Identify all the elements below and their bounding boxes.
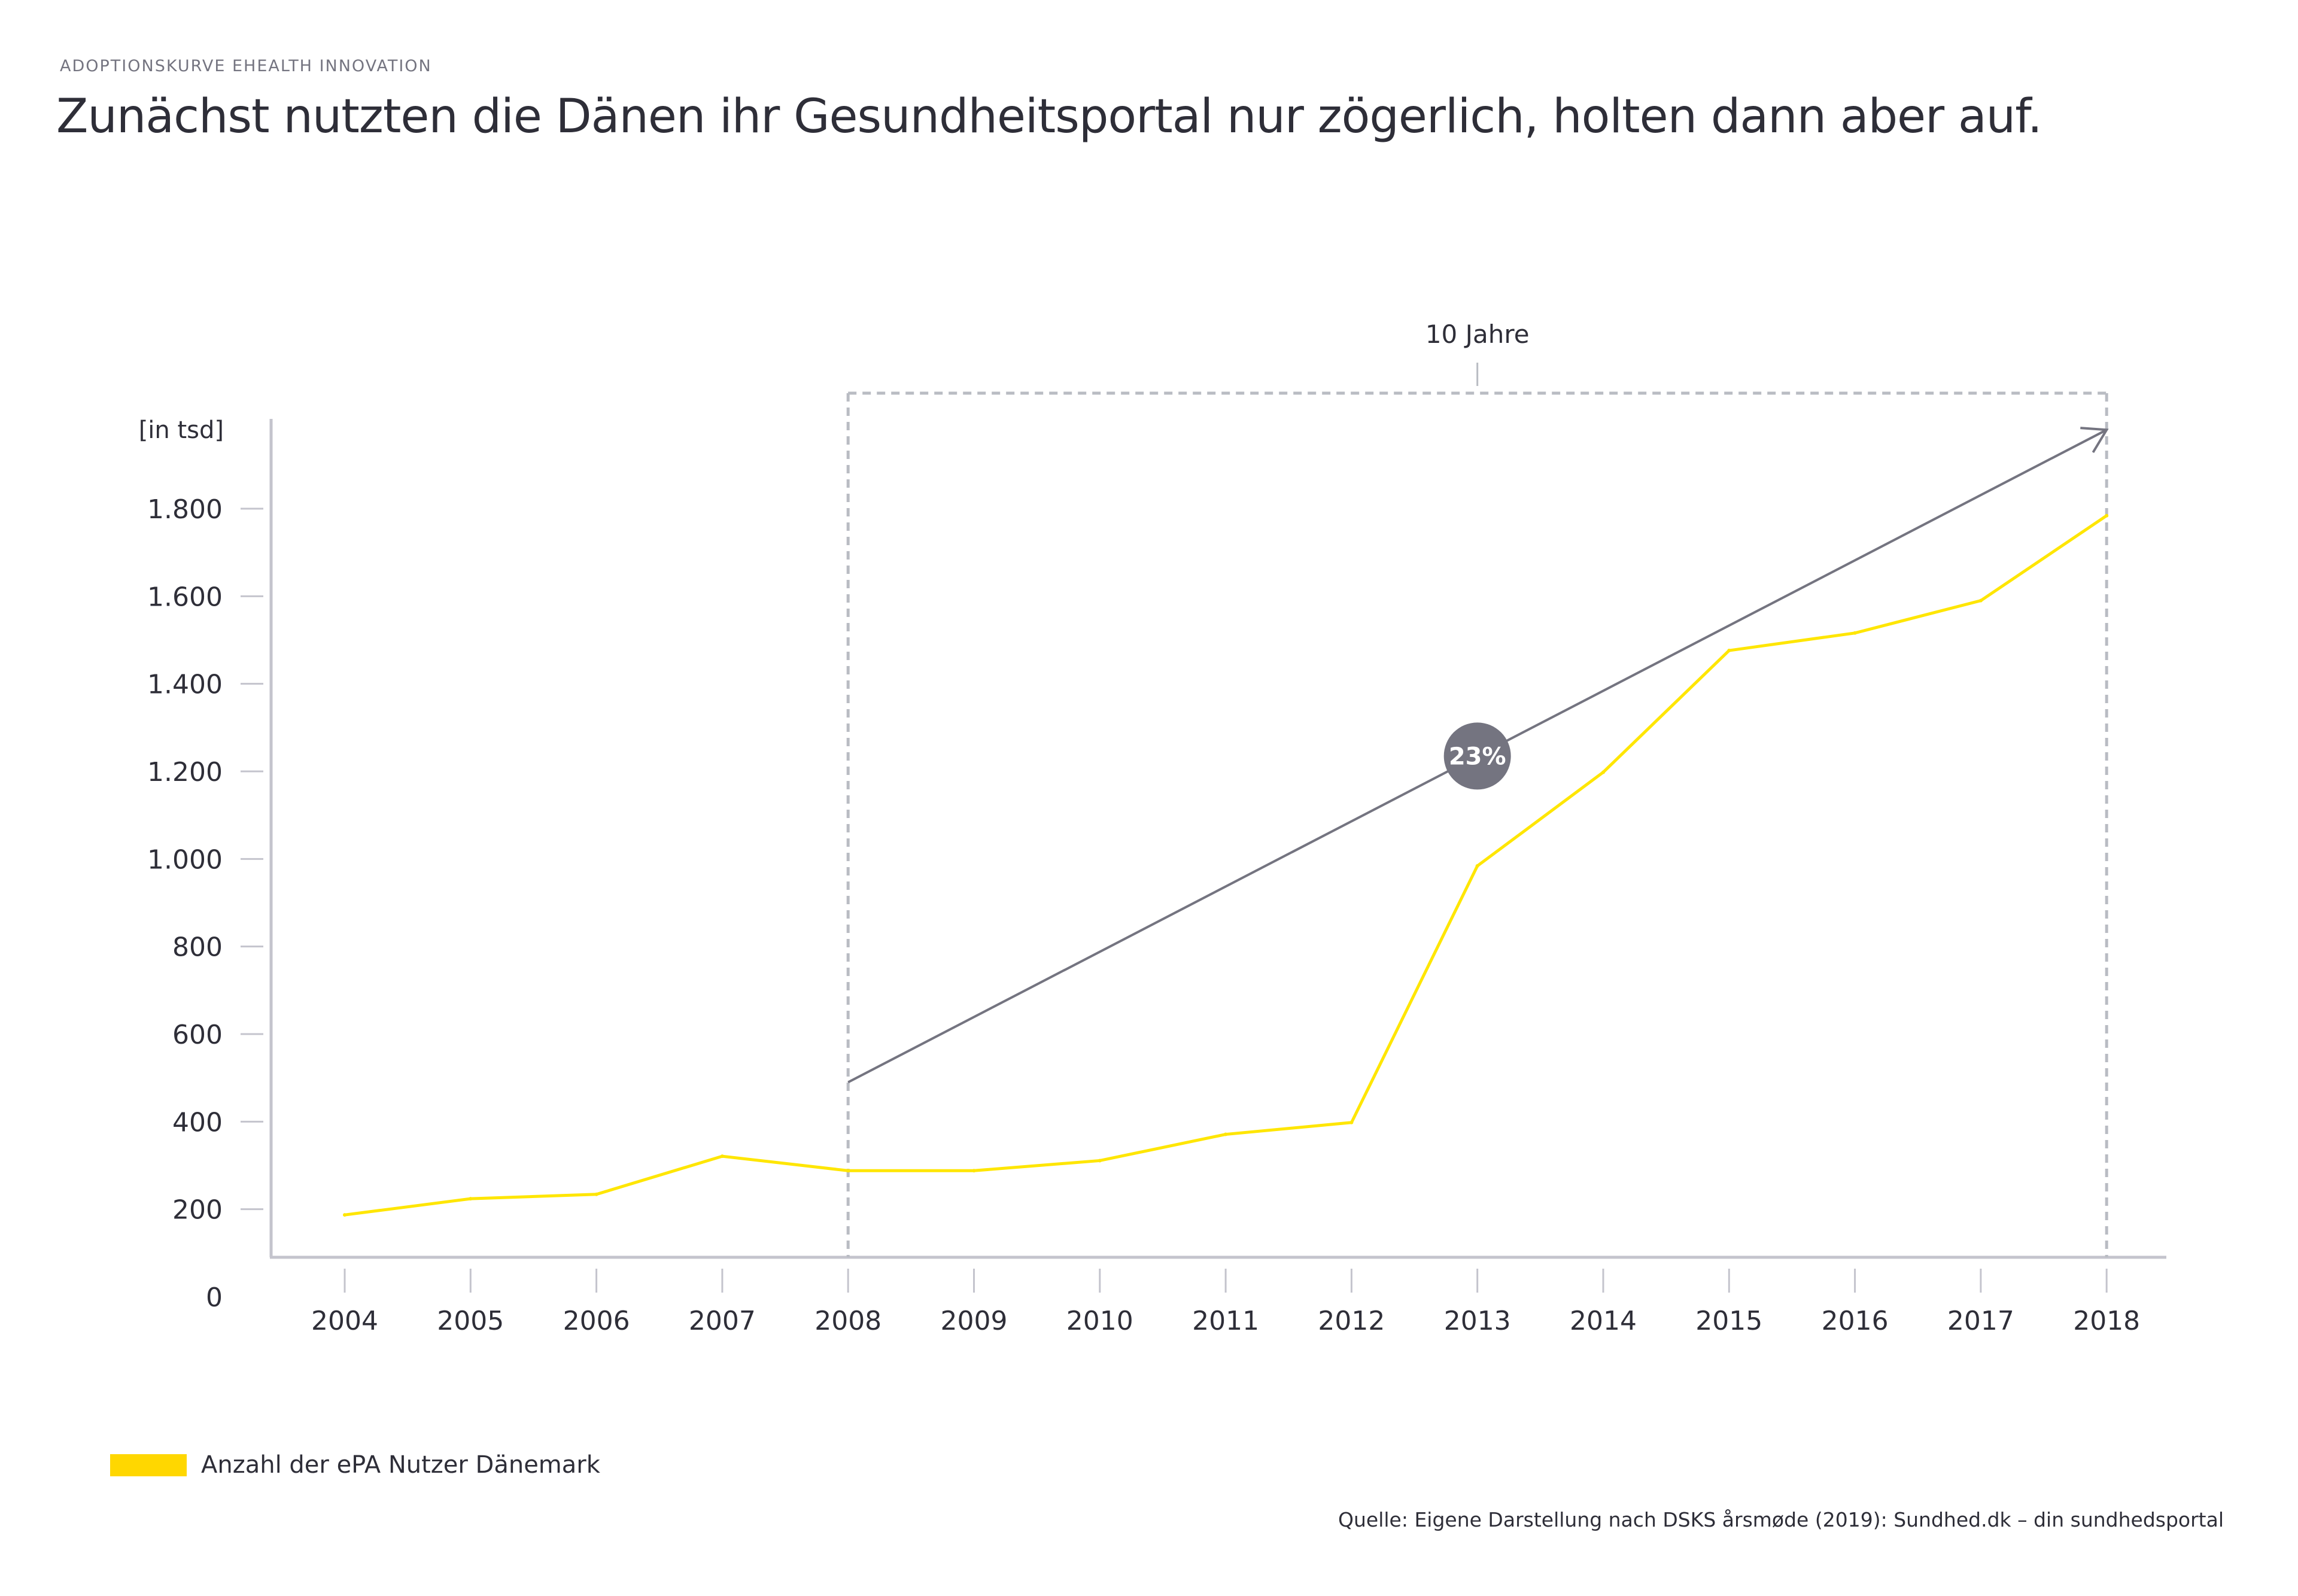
data-point	[1727, 649, 1731, 653]
x-tick-label: 2014	[1570, 1306, 1637, 1336]
legend-swatch	[110, 1454, 187, 1476]
data-point	[1978, 598, 1983, 603]
x-tick-label: 2005	[437, 1306, 504, 1336]
legend-label: Anzahl der ePA Nutzer Dänemark	[201, 1451, 600, 1479]
data-point	[972, 1169, 976, 1173]
series-layer	[343, 513, 2109, 1217]
data-point	[720, 1154, 724, 1159]
data-point	[1853, 631, 1857, 635]
data-point	[343, 1213, 346, 1217]
y-axis-ticks: 0 200 400 600 800 1.000 1.200 1.400 1.600 1.800 [i…	[139, 417, 263, 1313]
span-label: 10 Jahre	[1425, 320, 1530, 349]
data-point	[1098, 1159, 1102, 1163]
y-tick-label: 400	[172, 1107, 223, 1138]
x-tick-label: 2018	[2073, 1306, 2140, 1336]
y-tick-label: 1.200	[147, 757, 223, 788]
x-tick-label: 2012	[1318, 1306, 1385, 1336]
chart-kicker: ADOPTIONSKURVE EHEALTH INNOVATION	[60, 57, 432, 75]
legend: Anzahl der ePA Nutzer Dänemark	[110, 1451, 600, 1479]
y-tick-label: 1.800	[147, 494, 223, 525]
y-tick-label: 0	[206, 1282, 223, 1313]
x-axis-ticks: 2004 2005 2006 2007 2008 2009 2010 2011 2012 2013…	[311, 1269, 2140, 1336]
chart-title: Zunächst nutzten die Dänen ihr Gesundhei…	[56, 90, 2042, 144]
y-tick-label: 1.400	[147, 670, 223, 700]
growth-badge	[1443, 722, 1511, 790]
x-tick-label: 2008	[814, 1306, 881, 1336]
trend-arrow-head	[2080, 427, 2109, 454]
y-axis-unit-label: [in tsd]	[139, 417, 224, 444]
data-point	[1349, 1120, 1354, 1124]
x-tick-label: 2016	[1822, 1306, 1889, 1336]
y-tick-label: 1.600	[147, 582, 223, 612]
y-tick-label: 600	[172, 1020, 223, 1050]
data-point	[1601, 770, 1605, 774]
x-tick-label: 2007	[689, 1306, 756, 1336]
growth-badge-layer: 23%	[1443, 722, 1511, 790]
axes	[269, 419, 2166, 1259]
x-tick-label: 2015	[1695, 1306, 1762, 1336]
x-tick-label: 2017	[1947, 1306, 2014, 1336]
data-point	[594, 1192, 598, 1196]
data-point	[1224, 1132, 1228, 1136]
x-tick-label: 2009	[941, 1306, 1008, 1336]
x-tick-label: 2013	[1444, 1306, 1511, 1336]
x-tick-label: 2006	[563, 1306, 630, 1336]
x-tick-label: 2011	[1192, 1306, 1259, 1336]
x-tick-label: 2010	[1066, 1306, 1133, 1336]
data-point	[469, 1197, 473, 1201]
growth-badge-label: 23%	[1449, 743, 1506, 770]
series-line	[344, 514, 2108, 1217]
data-point	[846, 1169, 850, 1173]
source-note: Quelle: Eigene Darstellung nach DSKS års…	[1338, 1508, 2224, 1531]
y-tick-label: 800	[172, 932, 223, 963]
data-point	[2105, 513, 2109, 518]
y-tick-label: 200	[172, 1195, 223, 1226]
y-tick-label: 1.000	[147, 844, 223, 875]
x-tick-label: 2004	[311, 1306, 378, 1336]
data-point	[1475, 864, 1479, 868]
